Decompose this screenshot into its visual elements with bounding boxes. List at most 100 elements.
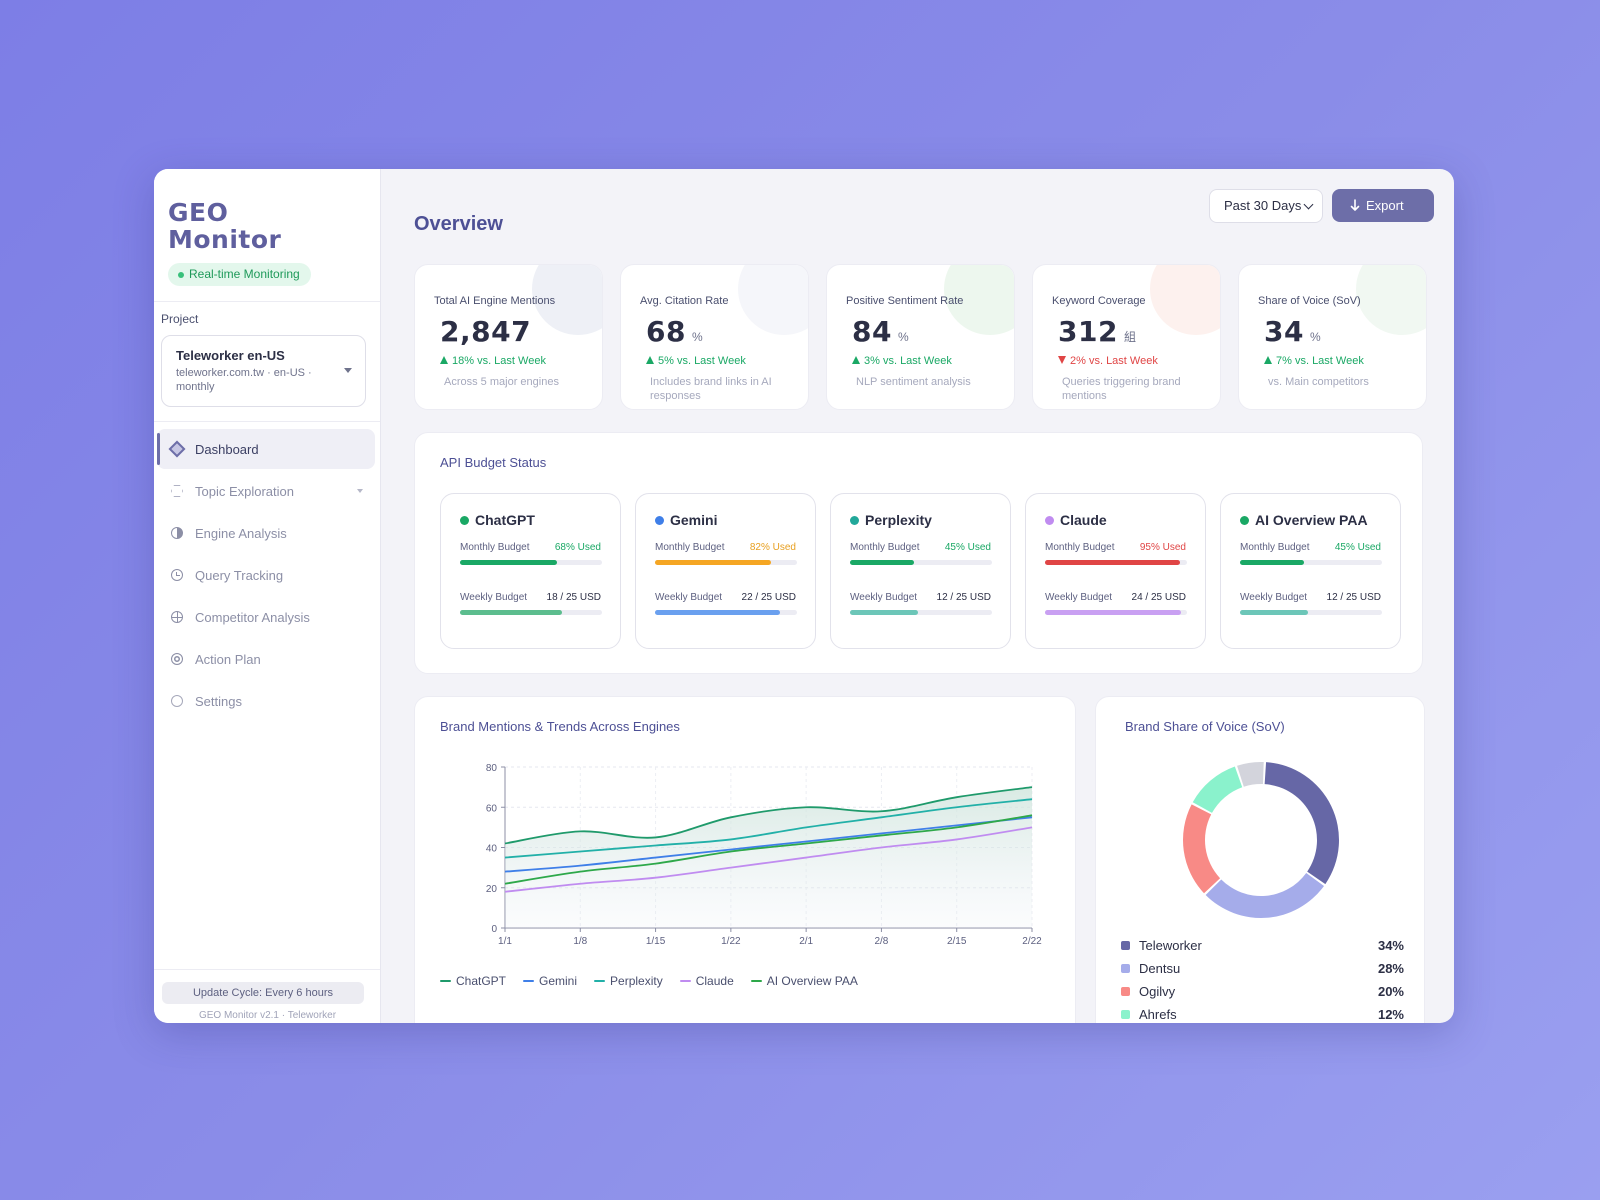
legend-label: Gemini [539,974,578,988]
target-icon [171,653,183,665]
monthly-budget-bar [850,560,992,565]
kpi-card: Avg. Citation Rate 68% 5% vs. Last Week Inc… [620,264,809,410]
monthly-budget-bar [1240,560,1382,565]
sidebar-divider [154,969,380,970]
sidebar-item-query-tracking[interactable]: Query Tracking [157,555,375,595]
sov-brand-name: Ogilvy [1139,984,1176,999]
kpi-value: 84% [852,315,910,348]
monthly-budget-label: Monthly Budget [1240,542,1310,553]
weekly-budget-value: 12 / 25 USD [1326,592,1381,603]
weekly-budget-value: 12 / 25 USD [936,592,991,603]
monthly-budget-label: Monthly Budget [1045,542,1115,553]
engine-name: ChatGPT [475,512,535,528]
kpi-delta: 3% vs. Last Week [852,355,952,367]
weekly-budget-label: Weekly Budget [655,592,723,603]
kpi-note: Across 5 major engines [444,376,559,388]
legend-swatch [750,979,762,983]
sidebar-item-competitor-analysis[interactable]: Competitor Analysis [157,597,375,637]
weekly-budget-label: Weekly Budget [460,592,528,603]
legend-swatch [1121,941,1130,950]
y-tick-label: 0 [491,924,497,935]
weekly-budget-label: Weekly Budget [1240,592,1308,603]
donut-slice-ahrefs [1192,766,1243,813]
x-tick-label: 2/1 [799,936,813,947]
sidebar-item-settings[interactable]: Settings [157,681,375,721]
sidebar-item-label: Settings [195,693,242,709]
project-selector[interactable]: Teleworker en-US teleworker.com.tw · en-… [161,335,366,407]
legend-item[interactable]: Gemini [523,974,577,988]
x-tick-label: 1/15 [646,936,666,947]
realtime-status-badge: Real-time Monitoring [168,263,311,286]
budget-card: AI Overview PAA Monthly Budget 45% Used Wee… [1220,493,1401,649]
monthly-budget-used: 82% Used [749,542,796,553]
kpi-note: vs. Main competitors [1268,376,1369,388]
app-logo[interactable]: GEO Monitor [168,199,281,253]
legend-item[interactable]: Claude [679,974,734,988]
sov-donut-chart [1183,762,1339,918]
kpi-card: Keyword Coverage 312 組 2% vs. Last Week Quer… [1032,264,1221,410]
kpi-label: Avg. Citation Rate [640,295,729,307]
weekly-budget-fill [850,610,919,615]
download-arrow-icon [1350,199,1360,211]
weekly-budget-bar [1240,610,1382,615]
series-line-ai-overview-paa [504,814,1033,885]
clock-icon [171,569,183,581]
legend-swatch [523,979,535,983]
budget-card: Perplexity Monthly Budget 45% Used Weekly B… [830,493,1011,649]
monthly-budget-fill [655,560,772,565]
engine-dot-icon [1240,516,1249,525]
sidebar-item-engine-analysis[interactable]: Engine Analysis [157,513,375,553]
legend-item[interactable]: AI Overview PAA [750,974,858,988]
api-budget-panel: API Budget Status ChatGPT Monthly Budget 6… [414,432,1423,674]
x-tick-label: 1/8 [573,936,587,947]
kpi-delta: 5% vs. Last Week [646,355,746,367]
kpi-delta-text: 5% vs. Last Week [658,355,746,367]
weekly-budget-bar [850,610,992,615]
sov-legend-row: Teleworker 34% [1121,934,1404,957]
x-tick-label: 2/15 [947,936,967,947]
donut-slice-ogilvy [1183,804,1221,894]
sidebar-item-label: Engine Analysis [195,525,287,541]
monthly-budget-used: 45% Used [1334,542,1381,553]
date-range-select[interactable]: Past 30 Days [1209,189,1323,223]
weekly-budget-value: 18 / 25 USD [546,592,601,603]
series-line-claude [504,826,1033,893]
monthly-budget-used: 95% Used [1139,542,1186,553]
engine-dot-icon [655,516,664,525]
circle-icon [171,695,183,707]
weekly-budget-label: Weekly Budget [1045,592,1113,603]
export-button[interactable]: Export [1332,189,1434,222]
weekly-budget-bar [460,610,602,615]
logo-line-2: Monitor [168,225,282,254]
sidebar-divider [154,421,380,422]
triangle-up-icon [440,356,448,364]
caret-down-icon [344,368,352,373]
series-line-chatgpt [504,786,1033,845]
project-meta: teleworker.com.tw · en-US · monthly [176,367,312,393]
donut-slice-teleworker [1264,762,1339,885]
sov-percent: 20% [1377,984,1404,999]
sidebar-item-topic-exploration[interactable]: Topic Exploration [157,471,375,511]
weekly-budget-value: 24 / 25 USD [1131,592,1186,603]
legend-label: AI Overview PAA [766,974,858,988]
triangle-up-icon [646,356,654,364]
legend-item[interactable]: ChatGPT [440,974,506,988]
chevron-down-icon[interactable] [357,489,363,493]
chart-legend: ChatGPT Gemini Perplexity Claude AI Overview… [440,974,875,988]
sidebar-item-label: Topic Exploration [195,483,294,499]
x-tick-label: 2/8 [874,936,888,947]
sidebar-item-action-plan[interactable]: Action Plan [157,639,375,679]
diamond-icon [168,440,186,458]
kpi-value: 68% [646,315,704,348]
kpi-value: 312 組 [1058,315,1137,348]
legend-item[interactable]: Perplexity [594,974,663,988]
monthly-budget-used: 68% Used [554,542,601,553]
sidebar-item-dashboard[interactable]: Dashboard [157,429,375,469]
triangle-up-icon [1264,356,1272,364]
date-range-value: Past 30 Days [1224,198,1302,213]
sov-legend-row: Ahrefs 12% [1121,1003,1404,1023]
weekly-budget-fill [1045,610,1182,615]
monthly-budget-label: Monthly Budget [850,542,920,553]
half-circle-icon [171,527,183,539]
weekly-budget-fill [655,610,780,615]
